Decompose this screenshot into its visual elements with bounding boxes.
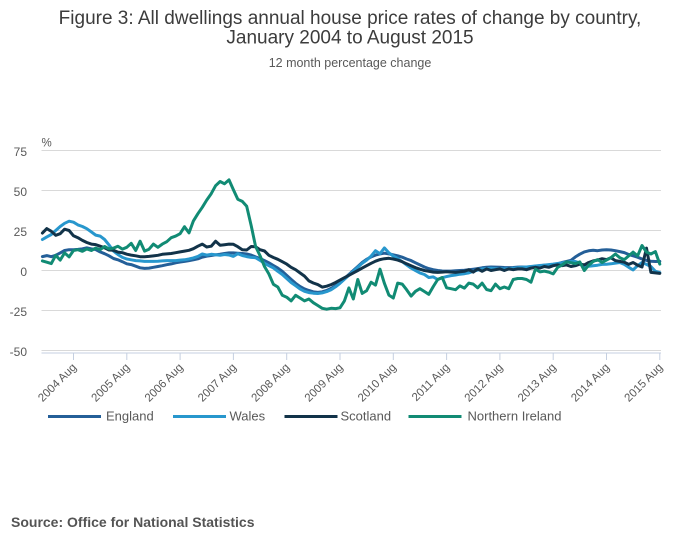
svg-text:25: 25 — [14, 225, 28, 239]
svg-text:Northern Ireland: Northern Ireland — [468, 409, 562, 424]
svg-text:50: 50 — [14, 185, 28, 199]
svg-text:England: England — [106, 409, 154, 424]
svg-text:Figure 3: All dwellings annual: Figure 3: All dwellings annual house pri… — [59, 8, 642, 29]
svg-text:Scotland: Scotland — [341, 409, 392, 424]
svg-text:Source: Office for National St: Source: Office for National Statistics — [11, 514, 255, 530]
svg-text:%: % — [42, 138, 52, 150]
svg-text:-50: -50 — [10, 345, 28, 359]
svg-text:-25: -25 — [10, 305, 28, 319]
svg-text:0: 0 — [20, 265, 27, 279]
svg-text:Wales: Wales — [230, 409, 266, 424]
svg-text:January 2004 to August 2015: January 2004 to August 2015 — [226, 28, 473, 49]
svg-text:12 month percentage change: 12 month percentage change — [269, 56, 432, 70]
svg-text:75: 75 — [14, 145, 28, 159]
